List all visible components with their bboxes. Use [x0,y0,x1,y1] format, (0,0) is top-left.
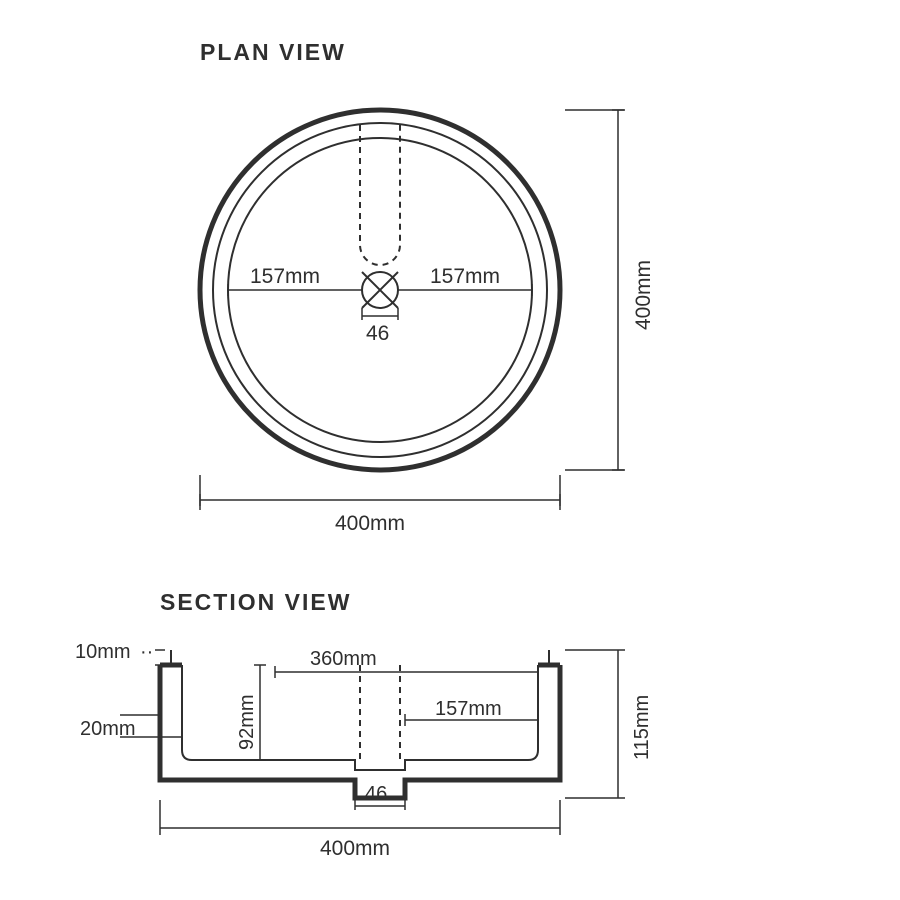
section-rim-top-dimension: 10mm ·· [75,641,165,665]
section-wall-label: 20mm [80,718,136,740]
section-inner-width-dimension: 360mm [275,648,538,678]
section-wall-dimension: 20mm [80,715,182,740]
plan-height-label: 400mm [632,260,655,330]
section-drain-label: 46 [365,783,387,805]
technical-drawing: PLAN VIEW 157mm 157mm 46 [0,0,900,900]
section-outer-height-dimension: 115mm [565,650,653,798]
section-rim-top-label: 10mm [75,641,131,663]
section-outer-height-label: 115mm [631,695,653,760]
plan-drain-label: 46 [366,322,389,345]
plan-width-label: 400mm [335,512,405,535]
plan-view-drawing: 157mm 157mm 46 [200,110,560,470]
section-outer-width-dimension: 400mm [160,800,560,860]
section-view-title: SECTION VIEW [160,589,351,615]
section-inner-width-label: 360mm [310,648,377,670]
plan-view-title: PLAN VIEW [200,39,346,65]
section-inner-half-dimension: 157mm [405,698,538,726]
section-inner-depth-dimension: 92mm [236,665,266,760]
plan-left-radius-label: 157mm [250,265,320,288]
plan-right-radius-label: 157mm [430,265,500,288]
section-inner-half-label: 157mm [435,698,502,720]
plan-height-dimension: 400mm [565,110,655,470]
plan-width-dimension: 400mm [200,475,560,535]
section-outer-width-label: 400mm [320,837,390,860]
svg-text:··: ·· [140,641,153,663]
section-inner-depth-label: 92mm [236,694,258,750]
